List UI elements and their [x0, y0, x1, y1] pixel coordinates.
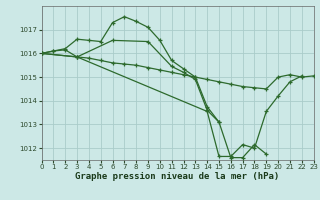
- X-axis label: Graphe pression niveau de la mer (hPa): Graphe pression niveau de la mer (hPa): [76, 172, 280, 181]
